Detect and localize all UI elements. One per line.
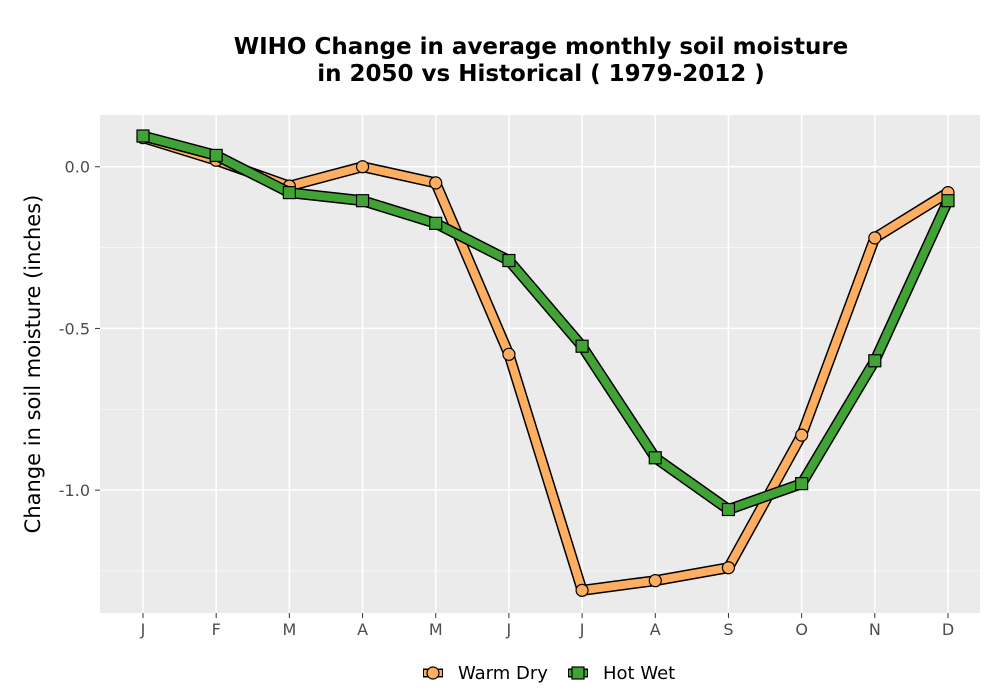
y-tick-label: -1.0 [59, 481, 90, 500]
data-point-warm-dry [721, 561, 736, 575]
legend-item-hot-wet: Hot Wet [568, 663, 675, 684]
data-point-hot-wet [209, 148, 223, 163]
data-point-hot-wet [429, 216, 443, 230]
data-point-hot-wet [648, 451, 662, 465]
plot-panel [100, 115, 980, 613]
data-point-warm-dry [355, 160, 370, 174]
x-tick-label: A [650, 620, 661, 639]
data-point-warm-dry [575, 583, 589, 597]
series-line-hot-wet [139, 132, 952, 514]
data-point-hot-wet [575, 339, 589, 353]
legend-item-warm-dry: Warm Dry [423, 663, 548, 684]
data-point-hot-wet [721, 502, 736, 517]
x-tick-label: A [357, 620, 368, 639]
x-tick-label: J [579, 620, 585, 639]
x-tick-label: D [942, 620, 954, 639]
series-hot-wet [136, 129, 955, 517]
legend-key-marker-warm-dry [426, 666, 440, 680]
x-tick-label: M [429, 620, 443, 639]
data-point-warm-dry [795, 428, 809, 442]
data-point-warm-dry [648, 574, 662, 588]
x-tick-label: M [282, 620, 296, 639]
chart-title-line-1: WIHO Change in average monthly soil mois… [234, 34, 849, 60]
legend-label-warm-dry: Warm Dry [458, 663, 548, 684]
x-tick-label: N [869, 620, 881, 639]
chart-title-line-2: in 2050 vs Historical ( 1979-2012 ) [317, 61, 764, 87]
data-point-warm-dry [429, 176, 443, 190]
legend: Warm Dry Hot Wet [423, 663, 675, 684]
series-layer [136, 129, 955, 597]
data-point-hot-wet [868, 354, 882, 368]
x-tick-label: O [795, 620, 808, 639]
data-point-hot-wet [355, 194, 370, 208]
legend-key-marker-hot-wet [571, 666, 585, 680]
x-tick-label: J [140, 620, 146, 639]
y-axis-label: Change in soil moisture (inches) [21, 195, 45, 534]
data-point-warm-dry [868, 231, 882, 245]
data-point-hot-wet [282, 186, 296, 200]
y-tick-label: -0.5 [59, 319, 90, 338]
y-tick-label: 0.0 [65, 158, 90, 177]
x-tick-label: S [723, 620, 733, 639]
grid-layer [100, 115, 980, 613]
axis-layer: 0.0 -0.5 -1.0 J F M A M J J A S O N D [59, 158, 954, 639]
x-tick-label: F [212, 620, 221, 639]
legend-label-hot-wet: Hot Wet [603, 663, 675, 684]
data-point-hot-wet [795, 477, 809, 491]
data-point-hot-wet [136, 129, 150, 143]
data-point-warm-dry [502, 347, 516, 361]
x-tick-label: J [506, 620, 512, 639]
data-point-hot-wet [941, 194, 955, 208]
data-point-hot-wet [502, 253, 516, 268]
